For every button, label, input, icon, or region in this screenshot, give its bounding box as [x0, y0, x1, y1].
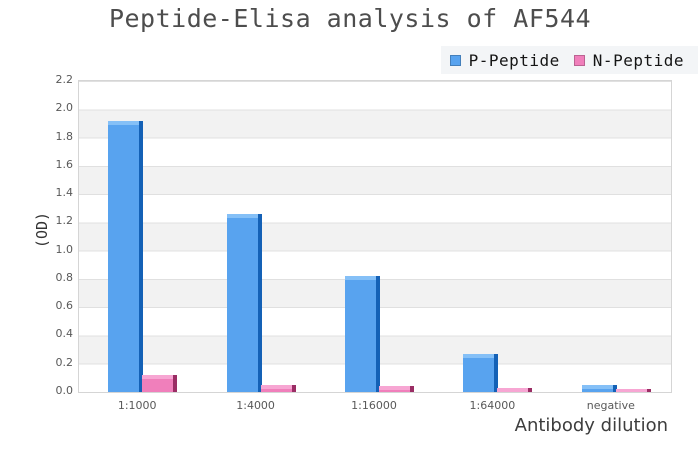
p-peptide-swatch-icon: [449, 54, 461, 66]
y-tick-label: 1.8: [55, 129, 74, 143]
y-tick-label: 0.0: [55, 384, 74, 397]
bar-n-peptide-negative[interactable]: [615, 389, 651, 392]
n-peptide-swatch-icon: [573, 54, 585, 66]
y-tick-label: 1.0: [55, 242, 74, 256]
bar-p-peptide-1-64000[interactable]: [463, 354, 499, 392]
y-tick-label: 0.6: [55, 299, 74, 313]
bar-side-face: [291, 385, 296, 392]
x-tick-label: 1:1000: [117, 399, 157, 412]
chart-title: Peptide-Elisa analysis of AF544: [108, 4, 592, 33]
x-tick-label: 1:4000: [236, 399, 275, 412]
bar-side-face: [646, 389, 651, 392]
x-tick-label: 1:16000: [351, 399, 397, 412]
bar-top-face: [108, 121, 140, 125]
x-tick-label: 1:64000: [469, 399, 516, 412]
y-tick-label: 1.2: [55, 214, 74, 228]
y-tick-label: 2.0: [55, 101, 74, 115]
bar-side-face: [173, 375, 178, 392]
legend-item-p-peptide[interactable]: P-Peptide: [449, 50, 560, 70]
legend-item-n-peptide[interactable]: N-Peptide: [573, 50, 684, 70]
bar-top-face: [379, 386, 410, 390]
bar-n-peptide-1-4000[interactable]: [260, 385, 296, 392]
y-tick-label: 0.8: [55, 270, 74, 284]
bar-side-face: [376, 276, 380, 392]
y-tick-label: 2.2: [55, 73, 74, 86]
legend: P-Peptide N-Peptide: [440, 46, 698, 74]
y-tick-label: 1.4: [55, 186, 74, 200]
bar-n-peptide-1-16000[interactable]: [379, 386, 414, 392]
y-axis-ticks: 0.0 0.2 0.4 0.6 0.8 1.0 1.2 1.4 1.6 1.8 2.0 2.2: [0, 73, 74, 397]
y-tick-label: 0.2: [55, 355, 74, 369]
bar-top-face: [463, 354, 495, 358]
x-axis-title: Antibody dilution: [514, 415, 668, 436]
x-axis-ticks: 1:1000 1:4000 1:16000 1:64000 negative: [78, 399, 670, 413]
bar-side-face: [139, 121, 144, 392]
bar-top-face: [581, 385, 613, 389]
bar-p-peptide-1-4000[interactable]: [226, 214, 262, 392]
bar-p-peptide-negative[interactable]: [581, 385, 617, 392]
bar-top-face: [226, 214, 258, 218]
bar-top-face: [345, 276, 376, 280]
bar-top-face: [260, 385, 292, 389]
bar-side-face: [612, 385, 617, 392]
bar-n-peptide-1-1000[interactable]: [142, 375, 178, 392]
bar-top-face: [615, 389, 647, 392]
bar-side-face: [257, 214, 262, 392]
bar-p-peptide-1-16000[interactable]: [345, 276, 380, 392]
y-tick-label: 0.4: [55, 327, 74, 341]
plot-area: [78, 80, 672, 393]
bar-side-face: [410, 386, 414, 392]
legend-label-n-peptide: N-Peptide: [592, 50, 684, 70]
bar-n-peptide-1-64000[interactable]: [497, 388, 533, 392]
bar-side-face: [528, 388, 533, 392]
bar-side-face: [494, 354, 499, 392]
legend-label-p-peptide: P-Peptide: [468, 50, 560, 70]
bar-top-face: [142, 375, 174, 379]
y-tick-label: 1.6: [55, 157, 74, 171]
x-tick-label: negative: [586, 399, 635, 412]
bar-p-peptide-1-1000[interactable]: [108, 121, 144, 392]
bar-top-face: [497, 388, 529, 392]
